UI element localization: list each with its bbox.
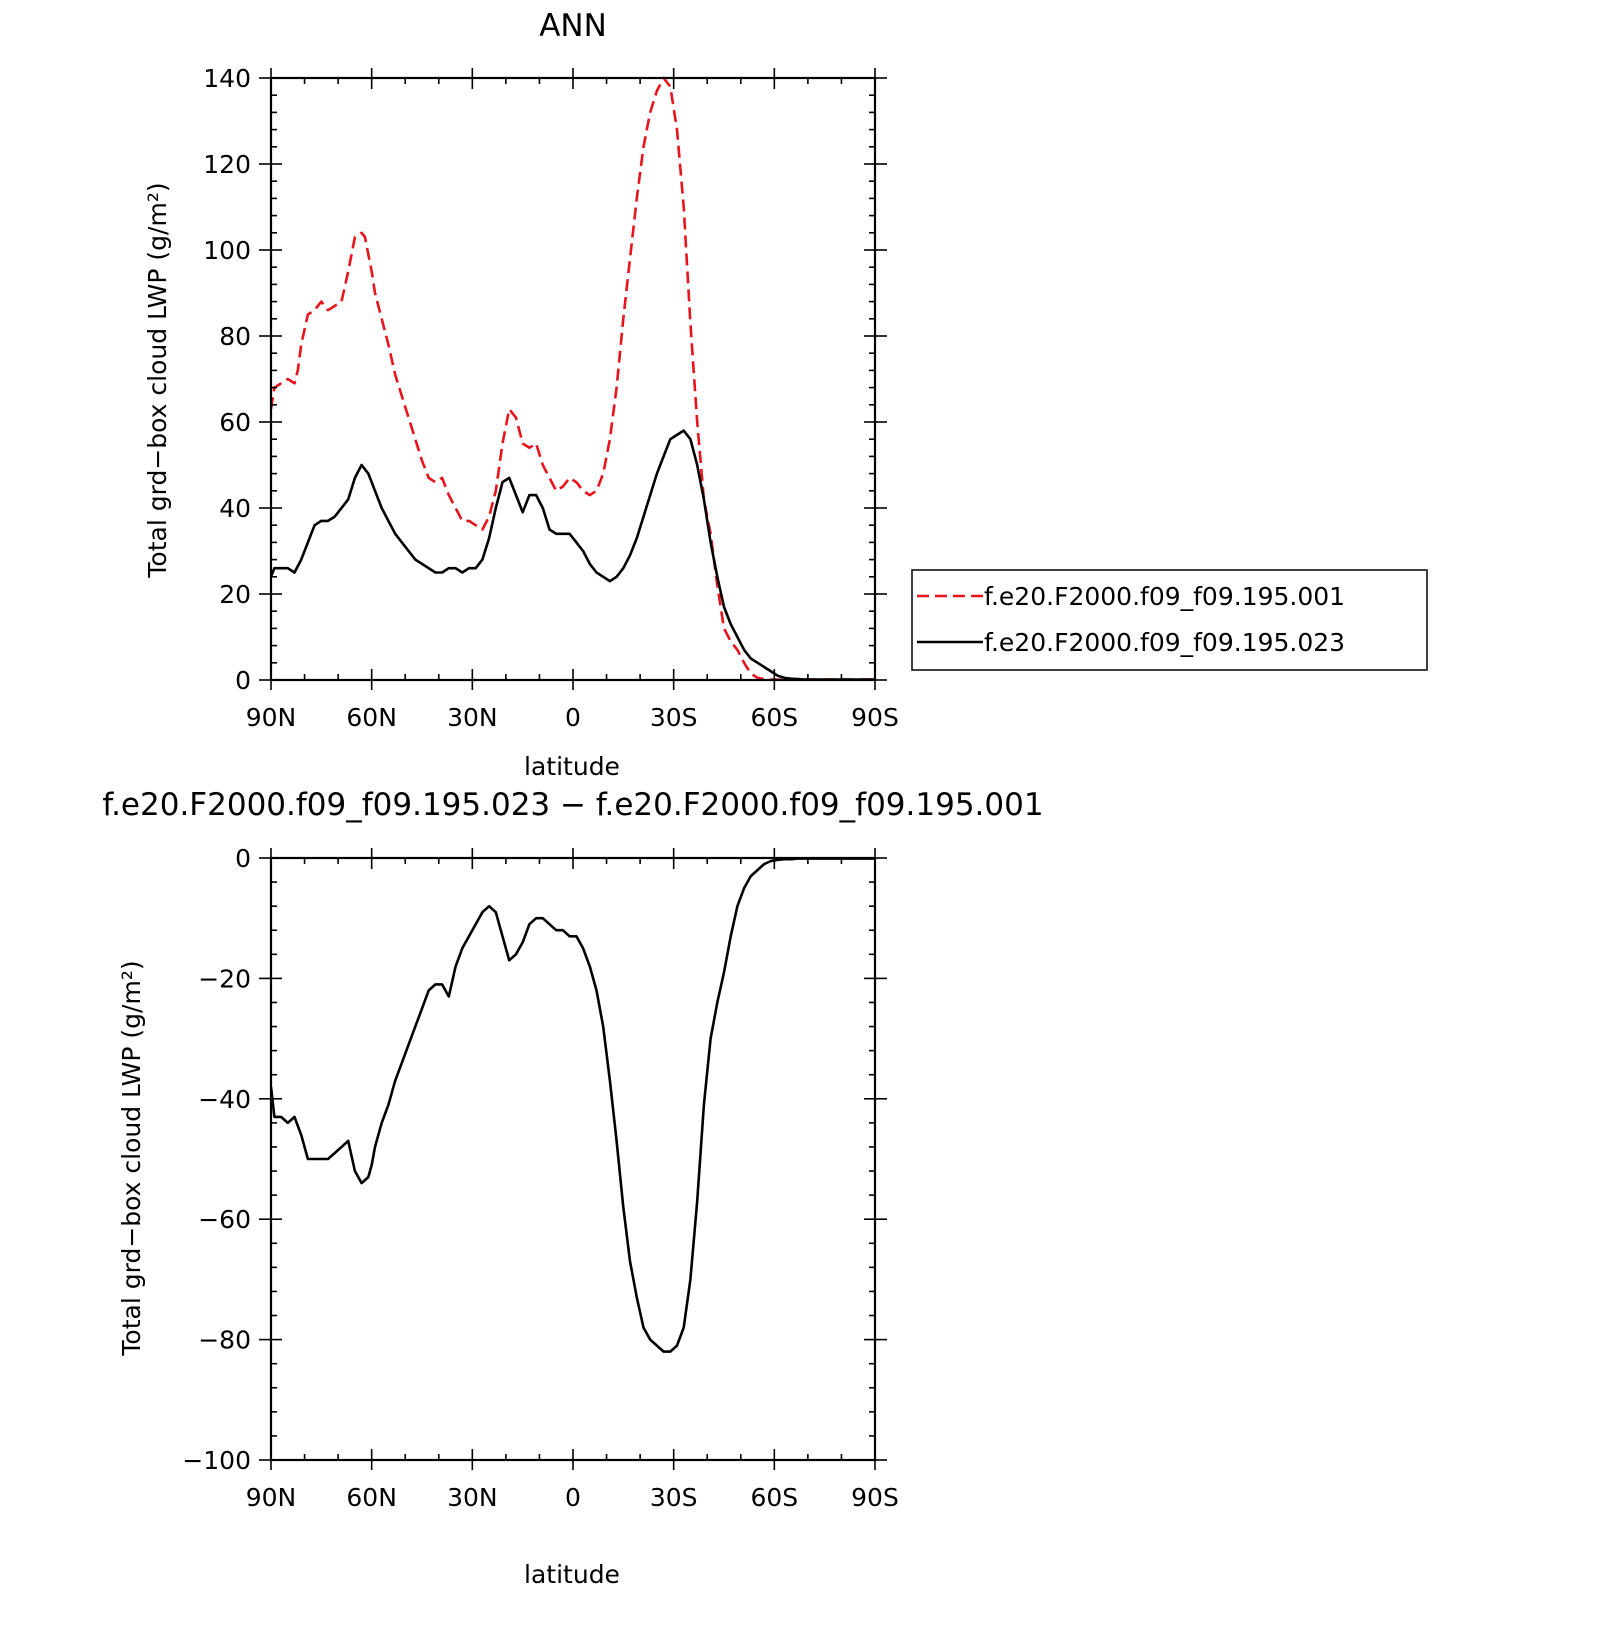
legend-label-2: f.e20.F2000.f09_f09.195.023: [984, 628, 1345, 657]
top-y-tick-label: 60: [219, 408, 251, 437]
bottom-x-tick-label: 30N: [447, 1483, 498, 1512]
top-x-tick-label: 0: [565, 703, 581, 732]
top-x-tick-label: 30S: [650, 703, 698, 732]
bottom-panel: f.e20.F2000.f09_f09.195.023 − f.e20.F200…: [102, 787, 1043, 1589]
top-series-line-1: [269, 76, 875, 681]
bottom-x-tick-label: 60S: [750, 1483, 798, 1512]
bottom-y-tick-label: −60: [198, 1205, 251, 1234]
bottom-x-tick-label: 30S: [650, 1483, 698, 1512]
bottom-chart-title: f.e20.F2000.f09_f09.195.023 − f.e20.F200…: [102, 787, 1043, 823]
top-y-tick-label: 80: [219, 322, 251, 351]
top-x-tick-label: 60S: [750, 703, 798, 732]
bottom-x-tick-label: 90S: [851, 1483, 899, 1512]
bottom-y-axis-label: Total grd−box cloud LWP (g/m²): [117, 960, 146, 1356]
top-panel: ANN 90N 60N 30N 0 30S 60S 90S 0 20 40 60 80 100 120 14…: [143, 8, 1428, 781]
top-y-tick-label: 0: [235, 666, 251, 695]
bottom-series-line-1: [269, 857, 875, 1353]
top-y-tick-label: 140: [203, 64, 251, 93]
top-plot-area: 90N 60N 30N 0 30S 60S 90S 0 20 40 60 80 100 120 140: [203, 64, 899, 732]
top-x-tick-label: 90N: [246, 703, 297, 732]
legend-label-1: f.e20.F2000.f09_f09.195.001: [984, 582, 1345, 611]
top-x-tick-label: 60N: [346, 703, 397, 732]
bottom-plot-area: 90N 60N 30N 0 30S 60S 90S 0 −20 −40 −60 −80 −100: [182, 844, 899, 1512]
bottom-y-tick-label: −40: [198, 1085, 251, 1114]
top-y-tick-label: 120: [203, 150, 251, 179]
bottom-y-tick-label: −100: [182, 1446, 251, 1475]
top-y-tick-label: 20: [219, 580, 251, 609]
bottom-plot-frame: [269, 856, 877, 1462]
bottom-x-tick-label: 0: [565, 1483, 581, 1512]
bottom-x-tick-label: 90N: [246, 1483, 297, 1512]
legend: f.e20.F2000.f09_f09.195.001 f.e20.F2000.…: [911, 569, 1428, 671]
bottom-y-tick-label: 0: [235, 844, 251, 873]
top-plot-frame: [269, 76, 877, 682]
top-x-tick-label: 90S: [851, 703, 899, 732]
top-y-tick-label: 40: [219, 494, 251, 523]
bottom-y-tick-label: −20: [198, 964, 251, 993]
top-series-line-2: [269, 429, 875, 681]
top-y-axis-label: Total grd−box cloud LWP (g/m²): [143, 182, 172, 578]
bottom-x-axis-label: latitude: [524, 1560, 620, 1589]
bottom-y-tick-label: −80: [198, 1326, 251, 1355]
top-y-tick-label: 100: [203, 236, 251, 265]
top-x-tick-label: 30N: [447, 703, 498, 732]
legend-box: [911, 569, 1428, 671]
top-x-axis-label: latitude: [524, 752, 620, 781]
bottom-x-tick-label: 60N: [346, 1483, 397, 1512]
top-chart-title: ANN: [539, 8, 607, 44]
